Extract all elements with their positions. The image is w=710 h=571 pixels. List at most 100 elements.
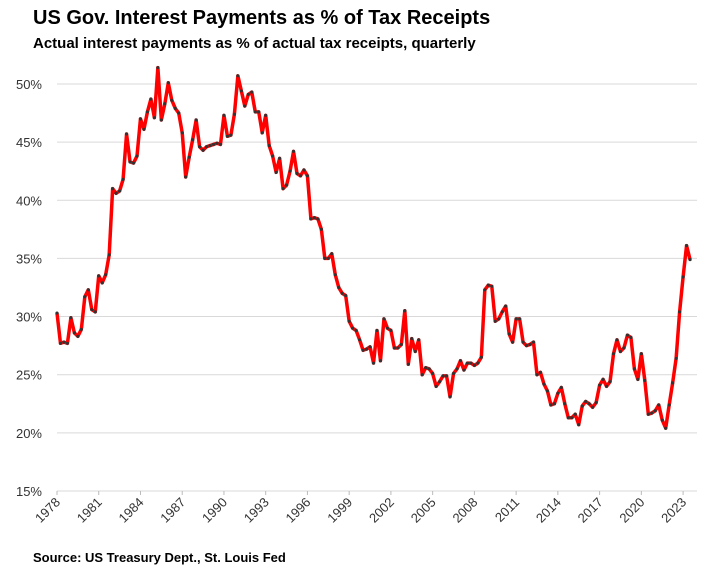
data-point <box>528 342 532 347</box>
data-point <box>337 285 341 290</box>
data-point <box>69 316 73 320</box>
data-point <box>135 154 139 158</box>
data-point <box>688 257 692 262</box>
data-point <box>316 217 320 221</box>
x-tick-label: 1996 <box>282 495 313 526</box>
x-tick-label: 1978 <box>32 495 63 526</box>
data-point <box>674 356 678 361</box>
data-line <box>55 65 692 430</box>
data-point <box>131 161 136 165</box>
data-point <box>441 374 445 378</box>
data-point <box>378 359 383 363</box>
data-point <box>305 174 310 178</box>
data-point <box>225 134 230 138</box>
data-point <box>170 98 174 102</box>
data-point <box>194 118 198 122</box>
data-point <box>671 381 675 385</box>
data-point <box>483 288 487 292</box>
data-point <box>389 328 393 333</box>
data-point <box>184 175 188 179</box>
data-point <box>215 141 219 145</box>
data-point <box>629 335 633 340</box>
data-point <box>424 366 428 370</box>
data-point <box>97 274 101 278</box>
data-point <box>469 361 473 365</box>
data-point <box>250 90 254 94</box>
x-tick-label: 1984 <box>116 495 147 526</box>
data-point <box>657 403 661 407</box>
data-point <box>375 328 379 333</box>
data-point <box>281 187 285 191</box>
data-point <box>208 143 212 148</box>
data-point <box>382 317 386 321</box>
data-point <box>278 156 282 160</box>
data-point <box>145 110 150 114</box>
x-tick-label: 1999 <box>324 495 355 526</box>
data-point <box>431 371 435 376</box>
data-point <box>111 187 115 191</box>
x-tick-label: 1987 <box>157 495 188 526</box>
data-point <box>570 416 574 420</box>
data-point <box>330 252 334 256</box>
y-tick-label: 45% <box>16 135 42 150</box>
data-point <box>465 361 470 365</box>
data-point <box>243 104 247 108</box>
data-point <box>403 309 407 313</box>
data-point <box>166 81 170 85</box>
data-point <box>420 373 424 377</box>
data-point <box>608 380 612 384</box>
x-tick-label: 2020 <box>616 495 647 526</box>
data-point <box>524 344 529 348</box>
data-point <box>650 411 654 415</box>
data-point <box>406 362 410 366</box>
data-point <box>577 423 581 427</box>
data-point <box>636 377 640 381</box>
data-point <box>274 170 278 174</box>
data-point <box>594 401 598 405</box>
data-point <box>601 377 605 381</box>
data-point <box>267 143 271 148</box>
data-point <box>361 348 365 352</box>
data-point <box>295 171 299 176</box>
data-point <box>511 340 515 344</box>
data-point <box>368 345 372 349</box>
x-tick-label: 1990 <box>199 495 230 526</box>
data-point <box>678 310 682 314</box>
data-point <box>229 133 233 137</box>
data-point <box>559 385 563 390</box>
data-point <box>187 155 191 159</box>
data-point <box>191 138 195 142</box>
chart-subtitle: Actual interest payments as % of actual … <box>33 35 476 52</box>
data-point <box>604 384 609 388</box>
data-point <box>107 253 111 257</box>
data-point <box>55 311 59 315</box>
y-tick-label: 50% <box>16 77 42 92</box>
data-point <box>104 273 108 277</box>
x-tick-label: 1993 <box>241 495 272 526</box>
data-point <box>455 367 459 371</box>
data-point <box>149 97 153 101</box>
data-point <box>438 380 442 384</box>
data-point <box>472 363 476 367</box>
data-point <box>684 244 689 248</box>
data-point <box>236 74 240 78</box>
data-point <box>173 106 177 110</box>
data-point <box>427 367 431 371</box>
data-point <box>538 370 543 374</box>
data-point <box>566 416 570 420</box>
data-point <box>347 319 351 323</box>
data-point <box>86 288 90 292</box>
data-point <box>232 112 236 116</box>
data-point <box>598 383 602 387</box>
x-tick-label: 2008 <box>449 495 480 526</box>
data-point <box>159 118 163 122</box>
data-point <box>253 110 257 114</box>
data-point <box>615 338 619 342</box>
data-point <box>344 294 348 298</box>
data-point <box>497 317 501 321</box>
data-point <box>246 92 250 97</box>
data-point <box>500 310 504 314</box>
data-point <box>58 341 63 345</box>
data-point <box>163 102 167 106</box>
x-tick-label: 2011 <box>492 495 522 525</box>
